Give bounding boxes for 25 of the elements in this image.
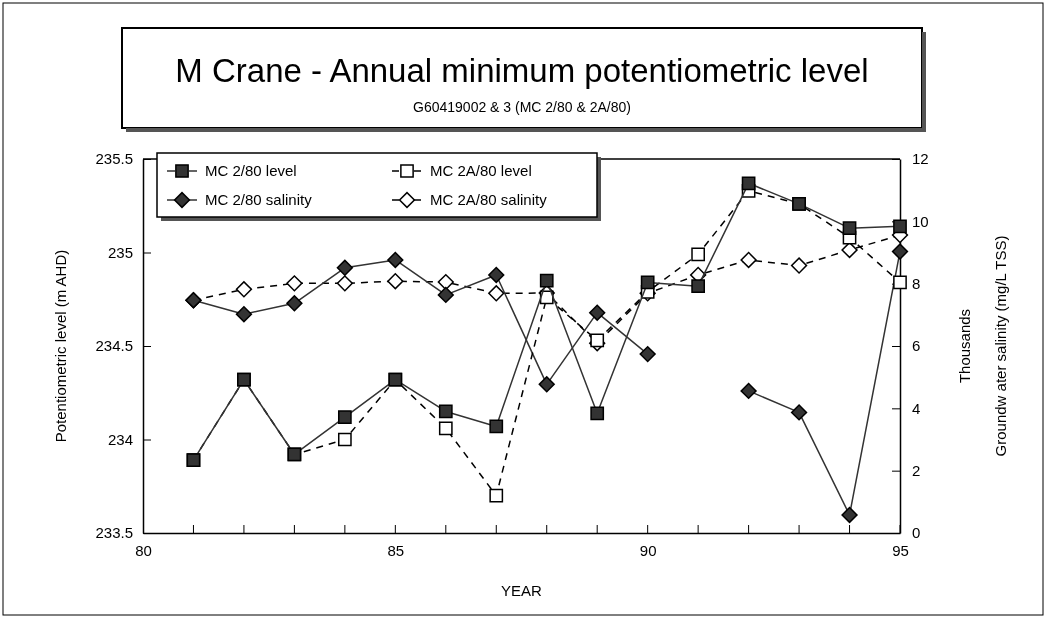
y2-tick-label: 12 [912,150,929,168]
x-tick-label: 90 [639,541,657,559]
y-tick-label: 234 [107,430,133,448]
x-tick-label: 80 [135,541,152,559]
x-tick-label: 95 [892,541,909,559]
legend-label: MC 2/80 salinity [205,191,313,208]
y2-tick-label: 0 [912,524,921,542]
y-tick-label: 235.5 [95,150,133,168]
y-tick-label: 235 [107,243,133,261]
x-tick-label: 85 [387,541,405,559]
chart-subtitle: G60419002 & 3 (MC 2/80 & 2A/80) [413,99,631,115]
x-axis-title: YEAR [501,582,543,599]
text: Thousands Groundw ater salinity (mg/L TSS) [956,235,1009,457]
y2-tick-label: 8 [912,274,921,292]
y2-tick-label: 10 [912,212,929,230]
legend-label: MC 2/80 level [205,162,297,179]
y-axis-title: Potentiometric level (m AHD) [52,249,69,443]
chart-title: M Crane - Annual minimum potentiometric level [175,52,869,89]
y2-tick-label: 2 [912,461,921,479]
y2-tick-label: 4 [912,399,921,417]
legend-label: MC 2A/80 level [430,162,532,179]
y-tick-label: 233.5 [95,524,133,542]
legend-label: MC 2A/80 salinity [430,191,548,208]
y2-tick-label: 6 [912,337,921,355]
y-tick-label: 234.5 [95,337,133,355]
